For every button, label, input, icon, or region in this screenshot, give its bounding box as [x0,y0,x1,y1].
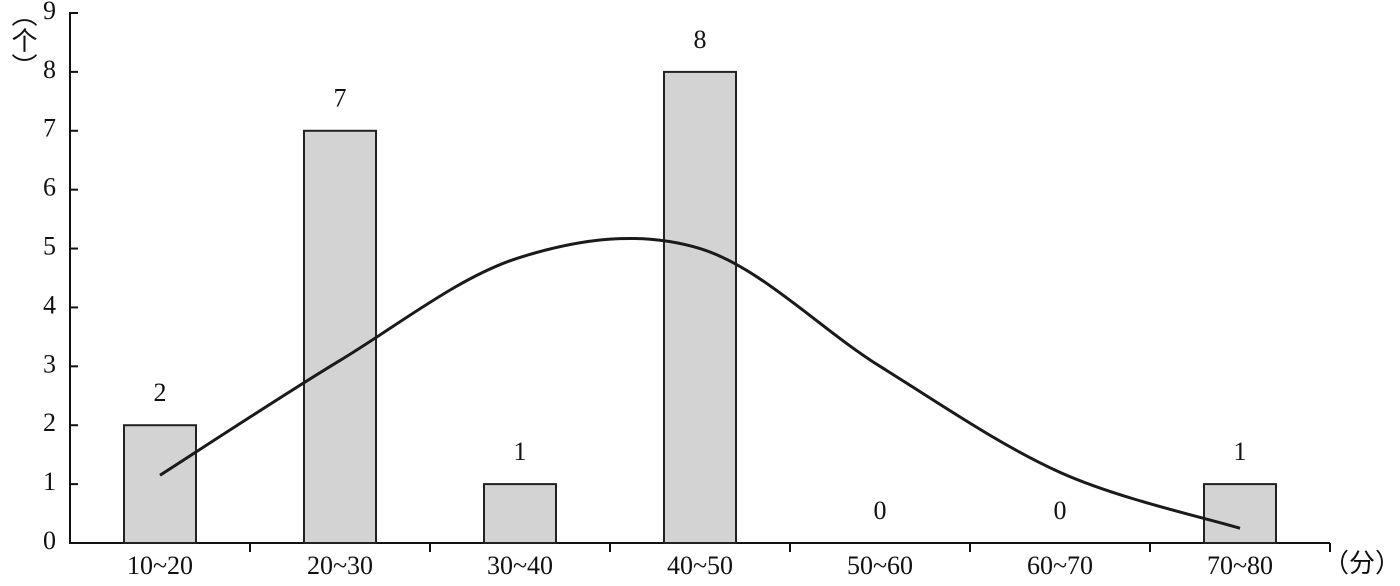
bar [1203,483,1277,545]
curve [159,237,1241,530]
y-tick-label: 4 [43,290,56,319]
data-label: 7 [334,84,347,113]
y-tick-label: 3 [43,349,56,378]
y-tick-label: 2 [43,408,56,437]
data-label: 8 [694,25,707,54]
x-tick-label: 30~40 [487,551,553,580]
x-axis-label: （分） [1323,549,1400,578]
data-label: 1 [514,437,527,466]
data-label: 0 [874,496,887,525]
bar [303,129,377,544]
x-tick-label: 70~80 [1207,551,1273,580]
y-tick-label: 9 [43,0,56,25]
data-label: 1 [1234,437,1247,466]
y-tick-label: 0 [43,526,56,555]
x-tick-label: 60~70 [1027,551,1093,580]
data-label: 2 [154,378,167,407]
bar [123,424,197,545]
y-tick-label: 6 [43,173,56,202]
x-tick-label: 50~60 [847,551,913,580]
y-tick-label: 5 [43,232,56,261]
y-axis-label: （个） [8,1,37,79]
y-tick-label: 7 [43,114,56,143]
bar [663,70,737,544]
bar [483,483,557,545]
y-tick-label: 8 [43,55,56,84]
x-tick-label: 10~20 [127,551,193,580]
x-tick-label: 20~30 [307,551,373,580]
y-tick-label: 1 [43,467,56,496]
data-label: 0 [1054,496,1067,525]
x-tick-label: 40~50 [667,551,733,580]
